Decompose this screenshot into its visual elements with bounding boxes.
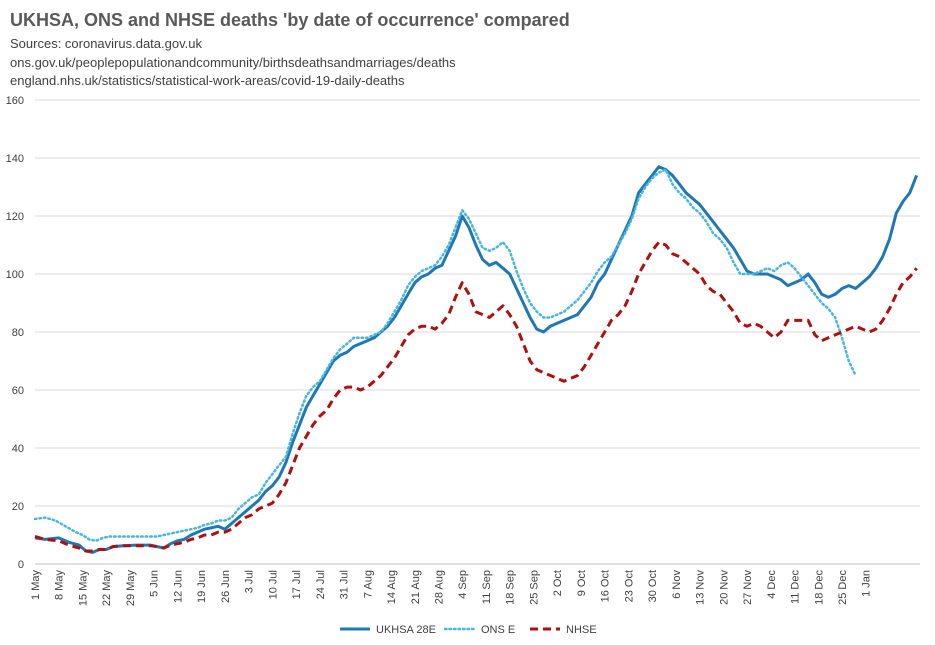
y-tick-label: 20 [12,501,24,513]
x-tick-label: 29 May [125,570,137,607]
x-tick-label: 22 May [101,570,113,607]
x-tick-label: 16 Oct [600,570,612,602]
y-axis-tick-labels: 0 20 40 60 80 100 120 140 160 [6,95,24,571]
x-tick-label: 28 Aug [434,570,446,604]
y-tick-label: 120 [6,211,24,223]
source-line-1: Sources: coronavirus.data.gov.uk [10,36,202,51]
x-tick-label: 3 Jul [244,570,256,593]
x-tick-label: 19 Jun [196,570,208,603]
x-tick-label: 20 Nov [718,570,730,605]
x-tick-label: 4 Dec [766,570,778,599]
x-tick-label: 24 Jul [315,570,327,599]
x-tick-label: 18 Dec [813,570,825,605]
x-tick-label: 6 Nov [671,570,683,599]
x-tick-label: 14 Aug [386,570,398,604]
x-tick-label: 15 May [77,570,89,607]
x-tick-label: 11 Dec [790,570,802,605]
legend-label: NHSE [566,624,597,636]
legend-label: UKHSA 28E [376,624,436,636]
x-tick-label: 30 Oct [647,570,659,602]
x-axis-tick-labels: 1 May 8 May 15 May 22 May 29 May 5 Jun 12 Jun 1… [30,570,873,607]
y-tick-label: 80 [12,327,24,339]
y-tick-label: 60 [12,385,24,397]
page-title: UKHSA, ONS and NHSE deaths 'by date of o… [10,10,570,30]
legend: UKHSA 28E ONS E NHSE [340,624,597,636]
x-tick-label: 10 Jul [267,570,279,599]
x-tick-label: 21 Aug [410,570,422,604]
x-tick-label: 4 Sep [457,570,469,599]
x-tick-label: 5 Jun [149,570,161,597]
x-tick-label: 26 Jun [220,570,232,603]
source-line-2: ons.gov.uk/peoplepopulationandcommunity/… [10,55,456,70]
x-tick-label: 23 Oct [623,570,635,602]
source-line-3: england.nhs.uk/statistics/statistical-wo… [10,73,405,88]
x-tick-label: 12 Jun [172,570,184,603]
y-tick-label: 0 [18,559,24,571]
x-tick-label: 11 Sep [481,570,493,604]
x-tick-label: 17 Jul [291,570,303,599]
x-tick-label: 13 Nov [695,570,707,605]
series-line-ukhsa-28e [34,165,918,554]
series-line-nhse [34,240,918,553]
x-tick-label: 9 Oct [576,570,588,596]
x-tick-label: 25 Sep [528,570,540,605]
x-tick-label: 7 Aug [362,570,374,598]
x-tick-label: 1 Jan [861,570,873,597]
series-line-ons-e [33,168,857,543]
gridlines [35,99,920,565]
y-tick-label: 160 [6,95,24,107]
y-tick-label: 140 [6,153,24,165]
x-tick-label: 18 Sep [505,570,517,605]
legend-label: ONS E [481,624,515,636]
y-tick-label: 100 [6,269,24,281]
x-tick-label: 8 May [54,570,66,600]
series-lines [33,165,918,554]
x-tick-label: 27 Nov [742,570,754,605]
x-tick-label: 25 Dec [837,570,849,605]
x-tick-label: 2 Oct [552,570,564,596]
x-tick-label: 31 Jul [339,570,351,599]
y-tick-label: 40 [12,443,24,455]
x-tick-label: 1 May [30,570,42,600]
